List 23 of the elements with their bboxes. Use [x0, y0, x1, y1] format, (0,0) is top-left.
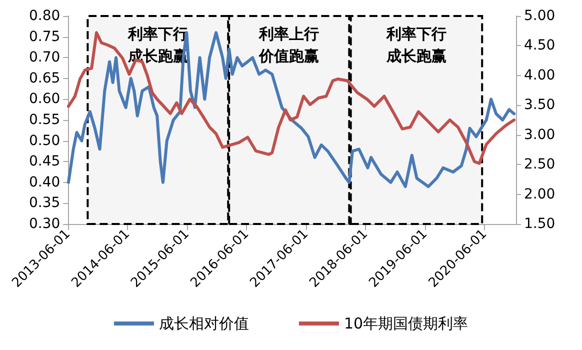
y-tick-label: 0.45	[28, 154, 60, 170]
legend-label: 10年期国债期利率	[344, 314, 468, 332]
y2-tick-label: 1.50	[524, 216, 556, 232]
y-tick-label: 0.30	[28, 216, 60, 232]
y2-tick-label: 3.00	[524, 126, 556, 143]
y-tick-label: 0.50	[28, 132, 60, 149]
y2-tick-label: 4.00	[524, 67, 556, 84]
y2-tick-label: 2.00	[524, 186, 556, 202]
y-tick-label: 0.75	[28, 28, 60, 45]
band-label: 利率下行成长跑赢	[385, 25, 446, 65]
y2-tick-label: 3.50	[524, 97, 556, 114]
y-tick-label: 0.55	[28, 112, 60, 128]
y-tick-label: 0.40	[28, 174, 60, 190]
y-tick-label: 0.70	[28, 50, 60, 66]
y-tick-label: 0.60	[28, 91, 60, 108]
y2-tick-label: 4.50	[524, 38, 556, 54]
band-label: 利率上行价值跑赢	[258, 25, 320, 65]
y-tick-label: 0.65	[28, 70, 60, 86]
y-tick-label: 0.35	[28, 195, 60, 212]
y2-tick-label: 2.50	[524, 156, 556, 173]
y-tick-label: 0.80	[28, 8, 60, 24]
legend-label: 成长相对价值	[158, 314, 249, 332]
y2-tick-label: 5.00	[524, 8, 556, 24]
